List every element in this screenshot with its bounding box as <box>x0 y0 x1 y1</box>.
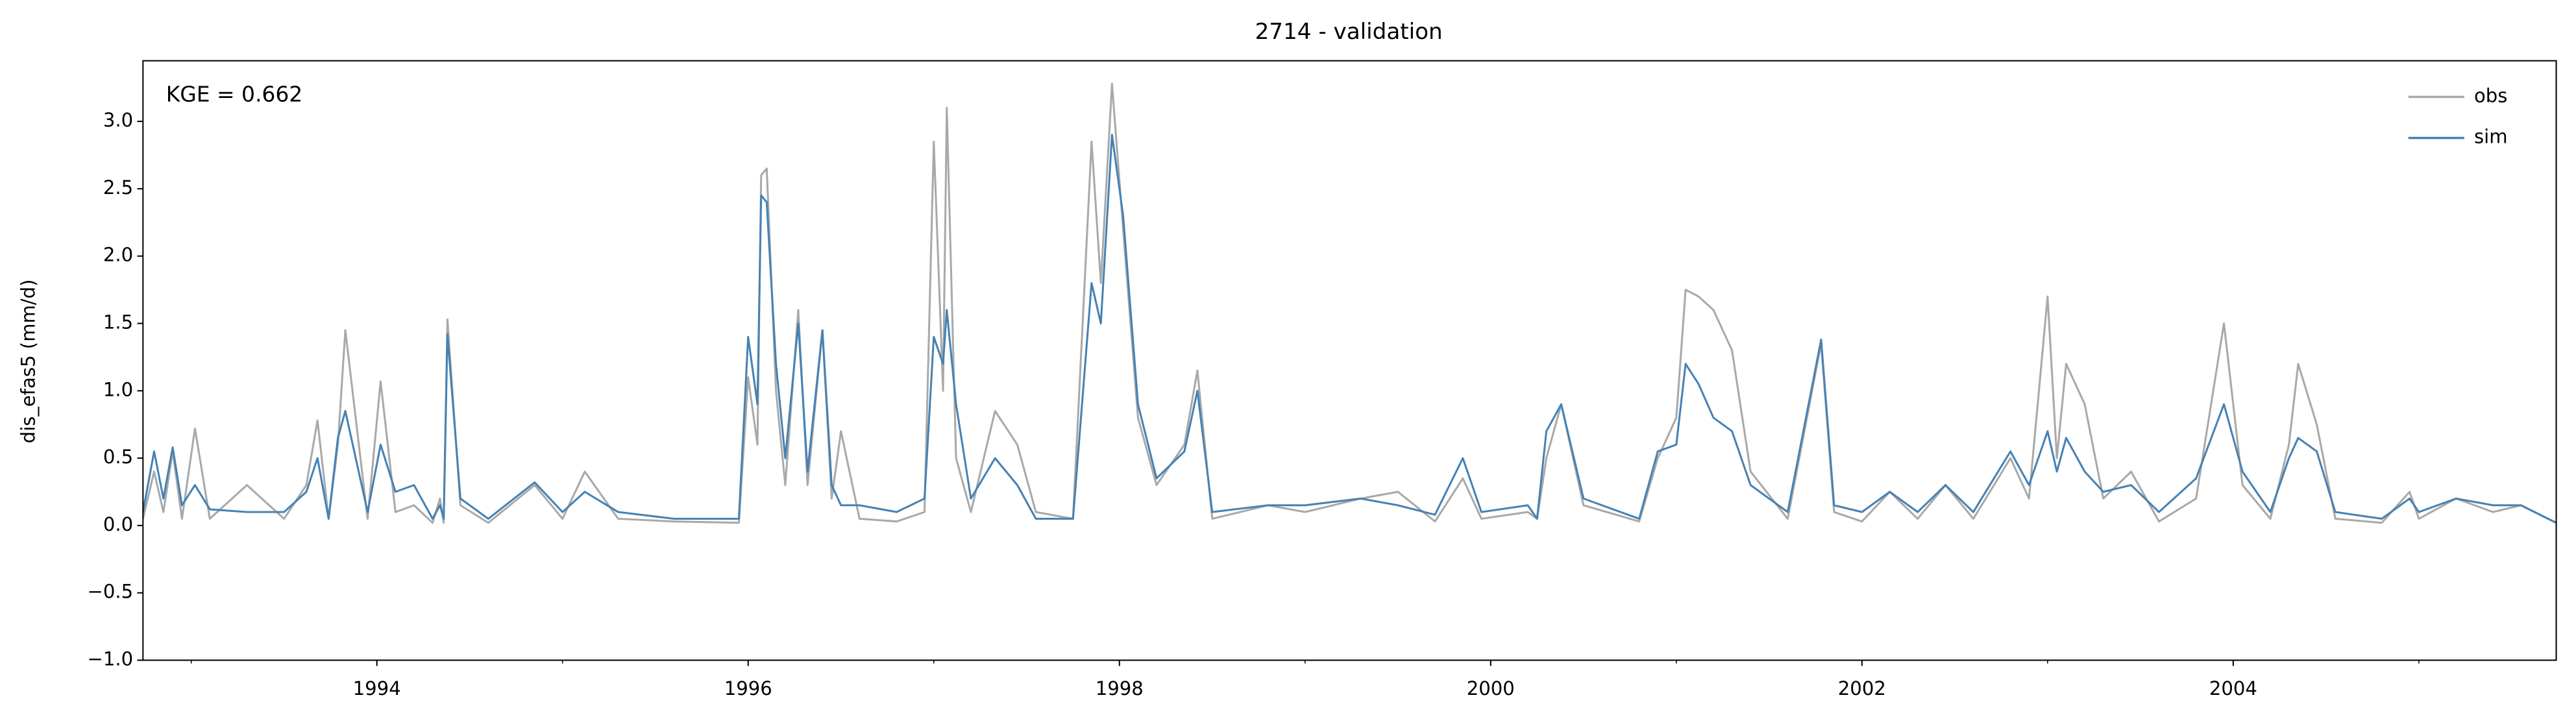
y-tick-label: 0.0 <box>103 513 133 535</box>
chart-title: 2714 - validation <box>1255 19 1443 45</box>
y-tick-label: 3.0 <box>103 109 133 131</box>
x-tick-label: 1994 <box>353 677 401 699</box>
y-axis-label: dis_efas5 (mm/d) <box>18 279 40 443</box>
y-tick-label: −0.5 <box>87 581 133 603</box>
x-tick-label: 2002 <box>1838 677 1886 699</box>
plot-frame <box>142 60 2557 661</box>
x-tick-label: 2000 <box>1467 677 1515 699</box>
x-tick-label: 2004 <box>2209 677 2257 699</box>
legend-label: sim <box>2474 126 2508 148</box>
y-tick-label: 2.5 <box>103 176 133 199</box>
y-tick-label: −1.0 <box>87 648 133 670</box>
series-line <box>141 134 2557 524</box>
y-tick-label: 1.5 <box>103 311 133 333</box>
series-line <box>141 82 2557 524</box>
annotation: KGE = 0.662 <box>166 81 302 106</box>
x-tick-label: 1998 <box>1096 677 1144 699</box>
y-tick-label: 1.0 <box>103 378 133 400</box>
legend-label: obs <box>2474 84 2507 106</box>
y-tick-label: 2.0 <box>103 244 133 266</box>
y-tick-label: 0.5 <box>103 446 133 468</box>
x-tick-label: 1996 <box>724 677 772 699</box>
